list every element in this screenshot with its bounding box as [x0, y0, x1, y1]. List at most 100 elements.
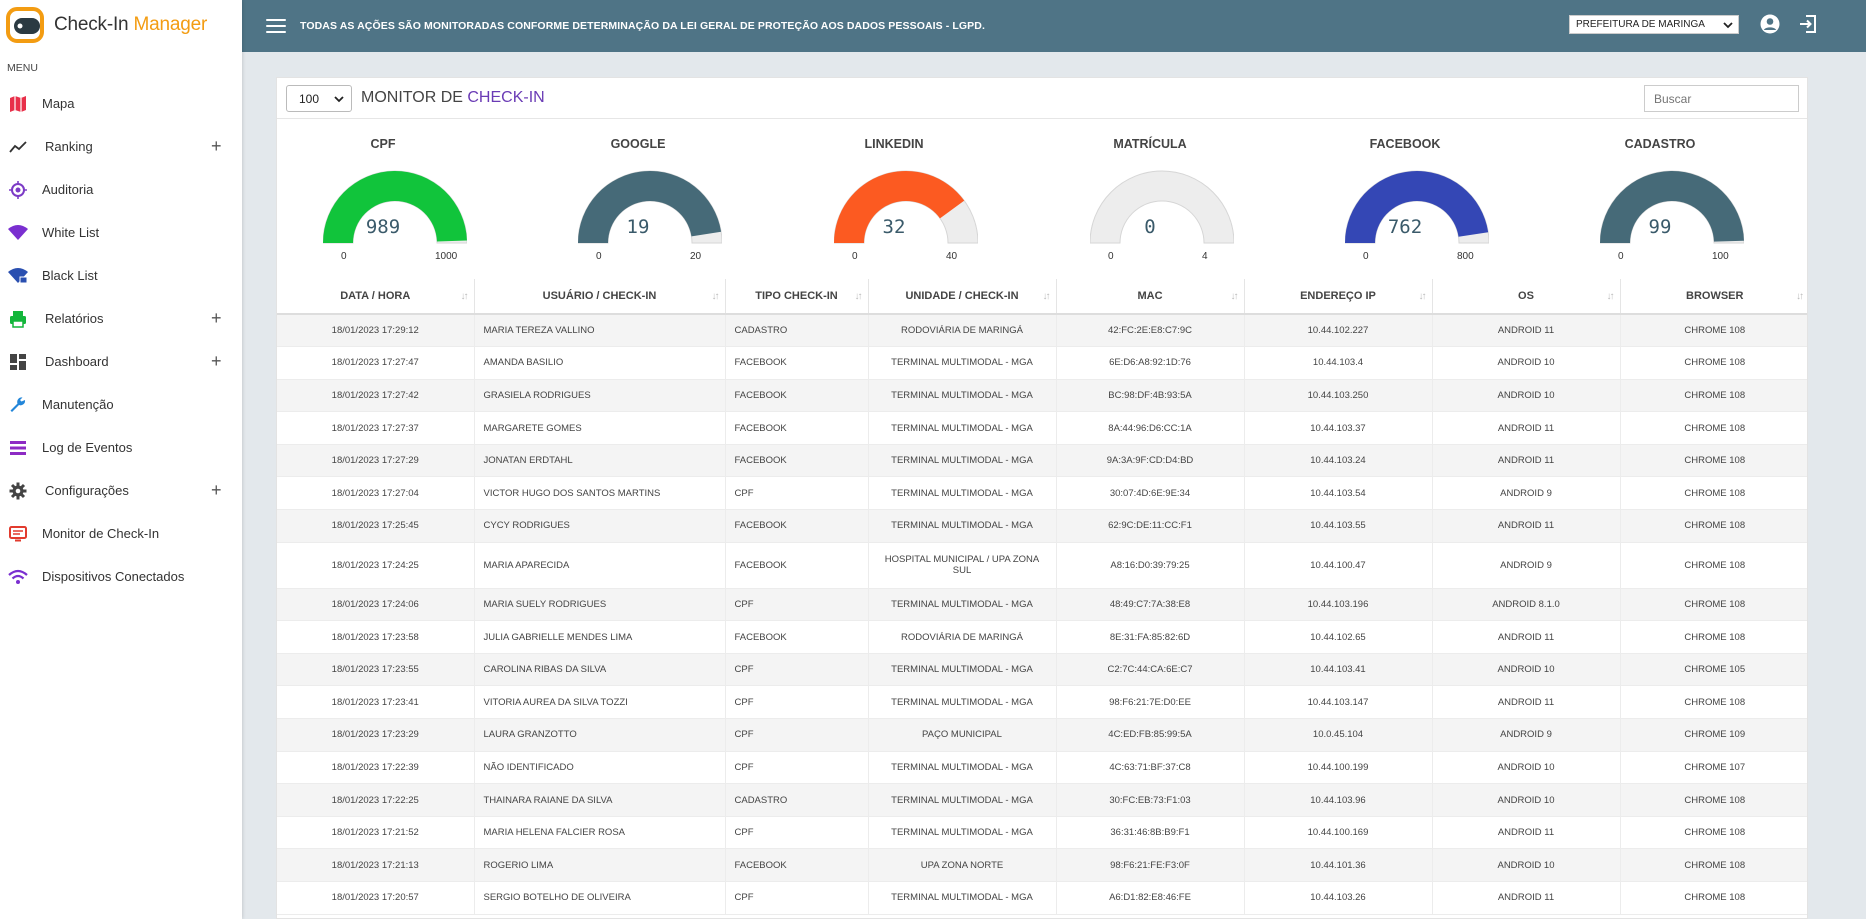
sort-icon[interactable]: ↓↑ — [1606, 291, 1615, 302]
table-cell: FACEBOOK — [725, 620, 869, 654]
table-cell: ANDROID 11 — [1432, 685, 1621, 720]
logout-icon[interactable] — [1797, 13, 1819, 35]
column-header[interactable]: TIPO CHECK-IN ↓↑ — [725, 279, 869, 315]
city-select[interactable]: PREFEITURA DE MARINGA — [1569, 15, 1739, 34]
gauge-fill — [1600, 170, 1744, 243]
table-row[interactable]: 18/01/2023 17:25:45 CYCY RODRIGUES FACEBOO… — [277, 509, 1807, 543]
plus-icon[interactable]: + — [211, 351, 222, 371]
sidebar-item-white-list[interactable]: White List — [0, 211, 242, 254]
column-header[interactable]: OS ↓↑ — [1432, 279, 1621, 315]
column-header[interactable]: ENDEREÇO IP ↓↑ — [1244, 279, 1433, 315]
table-row[interactable]: 18/01/2023 17:23:55 CAROLINA RIBAS DA SIL… — [277, 653, 1807, 687]
table-cell: ANDROID 9 — [1432, 718, 1621, 752]
card-title: MONITOR DE CHECK-IN — [361, 89, 545, 106]
page-size-select[interactable]: 100 — [286, 85, 352, 112]
table-row[interactable]: 18/01/2023 17:21:52 MARIA HELENA FALCIER … — [277, 816, 1807, 850]
table-row[interactable]: 18/01/2023 17:22:25 THAINARA RAIANE DA SI… — [277, 783, 1807, 817]
table-cell: 18/01/2023 17:21:13 — [277, 848, 475, 882]
table-cell: MARGARETE GOMES — [474, 411, 726, 445]
table-cell: CHROME 108 — [1620, 848, 1807, 882]
table-row[interactable]: 18/01/2023 17:23:58 JULIA GABRIELLE MENDE… — [277, 620, 1807, 654]
table-row[interactable]: 18/01/2023 17:20:57 SERGIO BOTELHO DE OLI… — [277, 881, 1807, 915]
table-row[interactable]: 18/01/2023 17:23:41 VITORIA AUREA DA SILV… — [277, 685, 1807, 720]
table-cell: 10.44.103.55 — [1244, 509, 1433, 543]
table-cell: 18/01/2023 17:24:25 — [277, 542, 475, 589]
table-cell: MARIA HELENA FALCIER ROSA — [474, 816, 726, 850]
table-row[interactable]: 18/01/2023 17:27:47 AMANDA BASILIO FACEBOO… — [277, 346, 1807, 380]
column-header[interactable]: BROWSER ↓↑ — [1620, 279, 1807, 315]
table-cell: CPF — [725, 685, 869, 720]
sort-icon[interactable]: ↓↑ — [711, 291, 720, 302]
dashboard-icon — [8, 352, 28, 372]
gauge-facebook: FACEBOOK 762 0 800 — [1305, 119, 1505, 279]
sidebar-item-label: Auditoria — [42, 182, 94, 197]
plus-icon[interactable]: + — [211, 136, 222, 156]
app-logo-icon — [6, 7, 44, 43]
sidebar-item-label: Ranking — [45, 139, 93, 154]
sidebar-item-ranking[interactable]: Ranking + — [0, 125, 242, 168]
sidebar-item-label: White List — [42, 225, 100, 240]
user-account-icon[interactable] — [1759, 13, 1781, 35]
plus-icon[interactable]: + — [211, 480, 222, 500]
table-row[interactable]: 18/01/2023 17:27:37 MARGARETE GOMES FACEBO… — [277, 411, 1807, 445]
gauge-cpf: CPF 989 0 1000 — [283, 119, 483, 279]
sort-icon[interactable]: ↓↑ — [1230, 291, 1239, 302]
table-row[interactable]: 18/01/2023 17:22:39 NÃO IDENTIFICADO CPF TE… — [277, 751, 1807, 785]
sidebar-item-relatorios[interactable]: Relatórios + — [0, 297, 242, 340]
table-row[interactable]: 18/01/2023 17:24:25 MARIA APARECIDA FACEBO… — [277, 542, 1807, 589]
gauge-max: 1000 — [435, 251, 458, 262]
sort-icon[interactable]: ↓↑ — [854, 291, 863, 302]
brand[interactable]: Check-In Manager — [0, 0, 242, 50]
table-cell: ANDROID 11 — [1432, 509, 1621, 543]
sidebar-item-mapa[interactable]: Mapa — [0, 82, 242, 125]
table-row[interactable]: 18/01/2023 17:27:29 JONATAN ERDTAHL FACEBO… — [277, 444, 1807, 478]
table-cell: 10.44.103.41 — [1244, 653, 1433, 687]
table-header-row: DATA / HORA ↓↑ USUÁRIO / CHECK-IN ↓↑ TIPO CH… — [277, 279, 1807, 315]
gauge-label: FACEBOOK — [1369, 137, 1441, 151]
sidebar-item-dashboard[interactable]: Dashboard + — [0, 340, 242, 383]
table-row[interactable]: 18/01/2023 17:23:29 LAURA GRANZOTTO CPF PAÇ… — [277, 718, 1807, 752]
sidebar-item-monitor-de-check-in[interactable]: Monitor de Check-In — [0, 512, 242, 555]
sidebar-item-configuracoes[interactable]: Configurações + — [0, 469, 242, 512]
hamburger-menu-icon[interactable] — [266, 19, 286, 33]
column-header[interactable]: UNIDADE / CHECK-IN ↓↑ — [868, 279, 1057, 315]
sort-icon[interactable]: ↓↑ — [1418, 291, 1427, 302]
gauge-label: CPF — [370, 137, 396, 151]
sidebar-item-dispositivos-conectados[interactable]: Dispositivos Conectados — [0, 555, 242, 598]
sidebar-item-label: Manutenção — [42, 397, 114, 412]
plus-icon[interactable]: + — [211, 308, 222, 328]
sort-icon[interactable]: ↓↑ — [1796, 291, 1804, 302]
table-cell: FACEBOOK — [725, 346, 869, 380]
sidebar-item-log-de-eventos[interactable]: Log de Eventos — [0, 426, 242, 469]
sort-icon[interactable]: ↓↑ — [1042, 291, 1051, 302]
table-cell: CPF — [725, 751, 869, 785]
gauge-fill — [1345, 171, 1489, 243]
table-row[interactable]: 18/01/2023 17:27:04 VICTOR HUGO DOS SANTO… — [277, 476, 1807, 511]
sidebar-item-auditoria[interactable]: Auditoria — [0, 168, 242, 211]
column-header[interactable]: USUÁRIO / CHECK-IN ↓↑ — [474, 279, 726, 315]
table-row[interactable]: 18/01/2023 17:21:13 ROGERIO LIMA FACEBOOK U… — [277, 848, 1807, 882]
column-header[interactable]: MAC ↓↑ — [1056, 279, 1245, 315]
table-cell: CHROME 108 — [1620, 620, 1807, 654]
table-row[interactable]: 18/01/2023 17:27:42 GRASIELA RODRIGUES FAC… — [277, 379, 1807, 413]
table-cell: TERMINAL MULTIMODAL - MGA — [868, 346, 1057, 380]
table-cell: TERMINAL MULTIMODAL - MGA — [868, 411, 1057, 445]
sidebar-item-black-list[interactable]: Black List — [0, 254, 242, 297]
table-cell: 30:07:4D:6E:9E:34 — [1056, 476, 1245, 511]
table-cell: 8E:31:FA:85:82:6D — [1056, 620, 1245, 654]
gauge-value: 0 — [1144, 216, 1156, 238]
table-cell: TERMINAL MULTIMODAL - MGA — [868, 379, 1057, 413]
gauge-label: GOOGLE — [610, 137, 666, 151]
table-cell: VITORIA AUREA DA SILVA TOZZI — [474, 685, 726, 720]
table-cell: C2:7C:44:CA:6E:C7 — [1056, 653, 1245, 687]
column-header[interactable]: DATA / HORA ↓↑ — [277, 279, 475, 315]
sidebar-item-manutencao[interactable]: Manutenção — [0, 383, 242, 426]
table-row[interactable]: 18/01/2023 17:29:12 MARIA TEREZA VALLINO C… — [277, 314, 1807, 348]
table-cell: 10.44.102.227 — [1244, 314, 1433, 348]
table-cell: 8A:44:96:D6:CC:1A — [1056, 411, 1245, 445]
search-input[interactable] — [1644, 85, 1799, 112]
sort-icon[interactable]: ↓↑ — [460, 291, 469, 302]
gauges-panel: CPF 989 0 1000 GOOGLE 19 0 20 LINKEDIN 32 0 40 MATRÍ… — [277, 119, 1807, 279]
table-cell: 18/01/2023 17:21:52 — [277, 816, 475, 850]
table-row[interactable]: 18/01/2023 17:24:06 MARIA SUELY RODRIGUES… — [277, 588, 1807, 622]
